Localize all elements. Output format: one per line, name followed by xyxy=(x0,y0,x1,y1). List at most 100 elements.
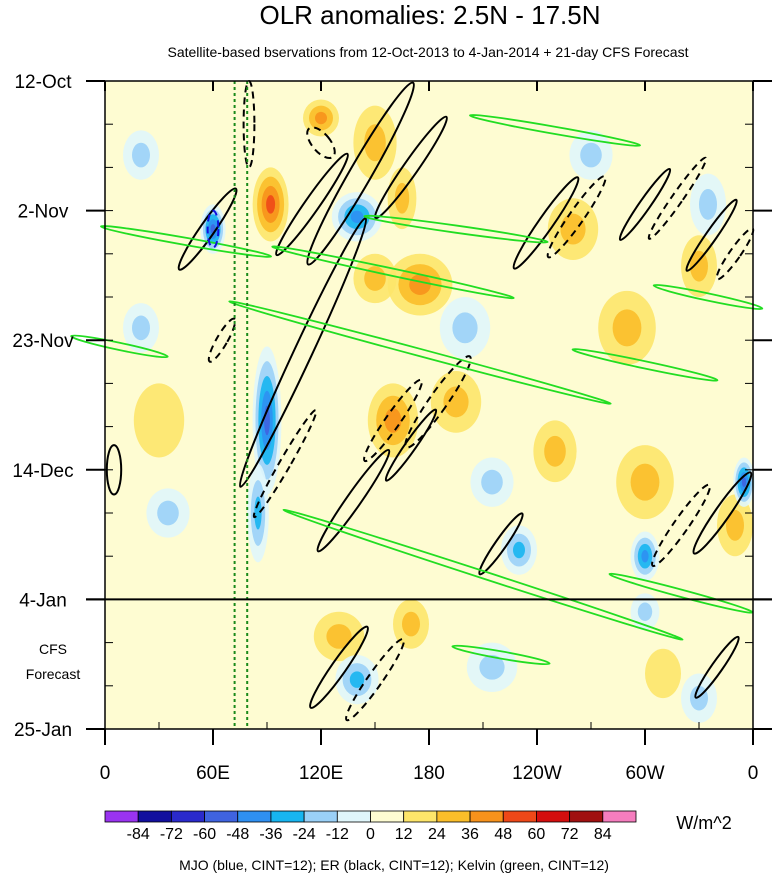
er-contour xyxy=(512,176,580,270)
x-tick-label: 120E xyxy=(299,763,343,784)
colorbar-swatch xyxy=(602,810,637,823)
er-contour xyxy=(345,637,405,722)
colorbar-swatch xyxy=(469,810,504,823)
anomaly-blob xyxy=(612,309,642,347)
x-tick-label: 120W xyxy=(512,763,562,784)
er-contour xyxy=(478,512,524,576)
colorbar-swatch xyxy=(137,810,172,823)
anomaly-blob xyxy=(560,213,586,245)
anomaly-blob xyxy=(641,550,649,563)
colorbar-swatch xyxy=(270,810,305,823)
anomaly-blob xyxy=(452,312,478,344)
colorbar-swatch xyxy=(502,810,537,823)
anomaly-blob xyxy=(409,274,431,295)
anomaly-blob xyxy=(580,142,602,168)
anomaly-blob xyxy=(254,496,262,530)
x-tick-label: 60W xyxy=(625,763,664,784)
colorbar-tick-label: 72 xyxy=(561,826,579,843)
anomaly-blob xyxy=(326,624,352,649)
er-contour xyxy=(306,126,336,160)
colorbar-unit-label: W/m^2 xyxy=(676,813,731,833)
forecast-label-line1: CFS xyxy=(39,641,67,657)
colorbar-tick-label: -60 xyxy=(193,826,216,843)
colorbar-tick-label: 36 xyxy=(461,826,479,843)
colorbar-swatch xyxy=(170,810,205,823)
er-contour xyxy=(404,355,472,449)
er-contour xyxy=(252,409,318,519)
colorbar-swatch xyxy=(370,810,405,823)
chart-subtitle: Satellite-based bservations from 12-Oct-… xyxy=(168,44,689,60)
kelvin-contour xyxy=(652,284,764,310)
er-contour xyxy=(363,378,423,463)
y-tick-label: 23-Nov xyxy=(12,331,74,352)
colorbar-swatch xyxy=(104,810,139,823)
er-contour xyxy=(647,156,708,240)
y-tick-label: 14-Dec xyxy=(12,461,73,482)
kelvin-contour xyxy=(228,300,612,405)
er-contour xyxy=(618,167,672,241)
kelvin-contour xyxy=(363,214,549,244)
er-contour xyxy=(651,483,711,567)
colorbar-tick-label: 60 xyxy=(528,826,546,843)
anomaly-blob xyxy=(364,124,386,162)
colorbar-swatch xyxy=(436,810,471,823)
er-contour xyxy=(177,187,238,271)
colorbar-swatch xyxy=(336,810,371,823)
anomaly-blob xyxy=(364,266,386,291)
kelvin-contour xyxy=(70,334,169,359)
anomaly-blob xyxy=(394,182,410,214)
mjo-contour xyxy=(206,209,220,249)
anomaly-blob xyxy=(132,142,150,168)
anomaly-blob xyxy=(690,250,708,282)
er-contour xyxy=(316,448,391,553)
anomaly-blob xyxy=(349,671,365,688)
anomaly-blob xyxy=(133,383,185,458)
colorbar-tick-label: 24 xyxy=(428,826,446,843)
colorbar-swatch xyxy=(204,810,239,823)
anomaly-blob xyxy=(384,408,402,433)
colorbar-swatch xyxy=(569,810,604,823)
colorbar-tick-label: -48 xyxy=(226,826,249,843)
colorbar-swatch xyxy=(403,810,438,823)
er-contour xyxy=(374,115,448,220)
x-tick-label: 0 xyxy=(100,763,111,784)
anomaly-blob xyxy=(699,189,717,220)
kelvin-contour xyxy=(282,508,684,641)
er-contour xyxy=(275,152,349,257)
er-contour xyxy=(685,198,738,272)
anomaly-blob xyxy=(645,648,681,699)
anomaly-blob xyxy=(637,602,653,621)
er-contour xyxy=(692,471,753,555)
y-tick-label: 2-Nov xyxy=(18,202,69,223)
er-contour xyxy=(546,175,607,259)
anomaly-blob xyxy=(741,477,747,488)
footer-caption: MJO (blue, CINT=12); ER (black, CINT=12)… xyxy=(179,857,609,873)
kelvin-contour xyxy=(451,644,551,666)
colorbar-tick-label: -12 xyxy=(326,826,349,843)
anomaly-blob xyxy=(315,111,327,125)
anomaly-blob xyxy=(266,195,276,214)
wave-contours xyxy=(70,80,764,722)
colorbar-swatch xyxy=(303,810,338,823)
kelvin-contour xyxy=(571,348,719,382)
colorbar-swatch xyxy=(536,810,571,823)
reference-lines xyxy=(233,81,249,729)
y-tick-label: 4-Jan xyxy=(19,590,67,611)
plot-area xyxy=(70,80,764,730)
anomaly-blob xyxy=(443,386,469,418)
x-tick-label: 180 xyxy=(413,763,445,784)
anomaly-blob xyxy=(479,654,505,680)
chart-title: OLR anomalies: 2.5N - 17.5N xyxy=(259,0,600,30)
y-tick-label: 25-Jan xyxy=(14,720,72,741)
kelvin-contour xyxy=(100,225,272,258)
colorbar-tick-label: -24 xyxy=(293,826,316,843)
axes: 12-Oct 2-Nov 23-Nov 14-Dec 4-Jan 25-Jan 0 60E 12… xyxy=(12,72,772,784)
forecast-label-line2: Forecast xyxy=(26,666,81,682)
x-tick-label: 0 xyxy=(748,763,759,784)
colorbar: -84 -72 -60 -48 -36 -24 -12 0 12 24 36 48 60 72 84 xyxy=(104,810,637,843)
colorbar-tick-label: 0 xyxy=(366,826,375,843)
er-contour xyxy=(306,81,415,266)
colorbar-tick-label: -72 xyxy=(160,826,183,843)
y-tick-label: 12-Oct xyxy=(14,72,72,93)
